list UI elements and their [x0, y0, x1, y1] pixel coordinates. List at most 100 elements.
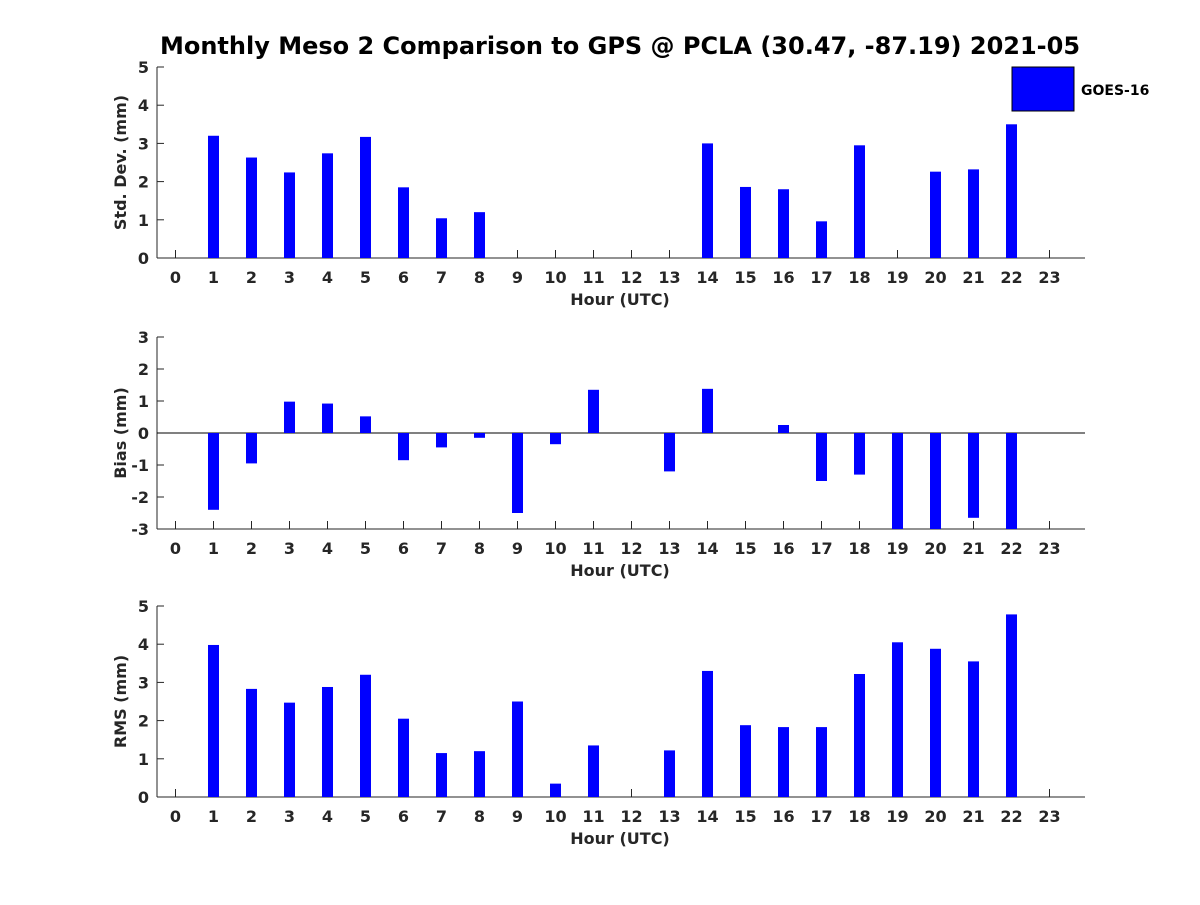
bar-hour-21	[968, 661, 979, 797]
x-tick-label: 10	[544, 539, 566, 558]
x-tick-label: 3	[284, 268, 295, 287]
x-tick-label: 21	[962, 539, 984, 558]
y-axis-label: Std. Dev. (mm)	[111, 95, 130, 230]
y-tick-label: 2	[138, 360, 149, 379]
bar-hour-17	[816, 727, 827, 797]
y-tick-label: 4	[138, 635, 149, 654]
bar-hour-2	[246, 433, 257, 464]
x-tick-label: 6	[398, 539, 409, 558]
x-tick-label: 19	[886, 268, 908, 287]
bar-hour-16	[778, 189, 789, 258]
x-tick-label: 6	[398, 268, 409, 287]
bar-hour-8	[474, 433, 485, 438]
y-tick-label: 5	[138, 58, 149, 77]
x-tick-label: 15	[734, 539, 756, 558]
bar-hour-20	[930, 433, 941, 529]
y-tick-label: 1	[138, 392, 149, 411]
x-tick-label: 18	[848, 539, 870, 558]
x-tick-label: 8	[474, 807, 485, 826]
bar-hour-7	[436, 433, 447, 448]
x-tick-label: 11	[582, 539, 604, 558]
bar-hour-1	[208, 135, 219, 258]
x-tick-label: 5	[360, 807, 371, 826]
bar-hour-19	[892, 433, 903, 529]
bar-hour-2	[246, 688, 257, 797]
bar-hour-16	[778, 727, 789, 797]
x-tick-label: 2	[246, 539, 257, 558]
bar-hour-3	[284, 401, 295, 433]
x-tick-label: 22	[1000, 268, 1022, 287]
x-axis-label: Hour (UTC)	[570, 561, 670, 580]
x-tick-label: 17	[810, 807, 832, 826]
x-tick-label: 13	[658, 268, 680, 287]
bar-hour-10	[550, 783, 561, 797]
x-tick-label: 7	[436, 807, 447, 826]
x-tick-label: 14	[696, 268, 718, 287]
bar-hour-20	[930, 648, 941, 797]
bar-hour-10	[550, 433, 561, 445]
x-tick-label: 4	[322, 807, 333, 826]
y-tick-label: 0	[138, 788, 149, 807]
x-tick-label: 2	[246, 807, 257, 826]
x-tick-label: 14	[696, 539, 718, 558]
bar-hour-1	[208, 644, 219, 797]
bar-hour-22	[1006, 124, 1017, 258]
x-tick-label: 11	[582, 268, 604, 287]
x-tick-label: 0	[170, 807, 181, 826]
y-tick-label: 1	[138, 750, 149, 769]
x-tick-label: 15	[734, 268, 756, 287]
x-tick-label: 13	[658, 807, 680, 826]
x-tick-label: 3	[284, 539, 295, 558]
bar-hour-1	[208, 433, 219, 510]
x-tick-label: 6	[398, 807, 409, 826]
x-tick-label: 20	[924, 807, 946, 826]
legend-label-goes-16: GOES-16	[1081, 83, 1149, 99]
x-tick-label: 21	[962, 268, 984, 287]
y-tick-label: 0	[138, 424, 149, 443]
y-axis-label: Bias (mm)	[111, 387, 130, 479]
x-tick-label: 8	[474, 539, 485, 558]
x-tick-label: 1	[208, 268, 219, 287]
y-tick-label: 2	[138, 173, 149, 192]
y-axis-label: RMS (mm)	[111, 655, 130, 748]
legend: GOES-16	[1011, 66, 1149, 112]
bar-hour-5	[360, 416, 371, 433]
y-tick-label: -2	[131, 488, 149, 507]
x-tick-label: 17	[810, 268, 832, 287]
bar-hour-15	[740, 725, 751, 797]
bar-hour-14	[702, 388, 713, 433]
bar-hour-5	[360, 136, 371, 258]
legend-swatch-goes-16	[1011, 66, 1075, 112]
bar-hour-7	[436, 753, 447, 797]
y-tick-label: 0	[138, 249, 149, 268]
x-tick-label: 1	[208, 807, 219, 826]
x-tick-label: 16	[772, 539, 794, 558]
y-tick-label: 4	[138, 96, 149, 115]
x-tick-label: 4	[322, 539, 333, 558]
x-tick-label: 23	[1038, 268, 1060, 287]
x-axis-label: Hour (UTC)	[570, 290, 670, 309]
bar-hour-6	[398, 718, 409, 797]
x-tick-label: 19	[886, 807, 908, 826]
x-tick-label: 12	[620, 807, 642, 826]
x-tick-label: 23	[1038, 807, 1060, 826]
x-tick-label: 10	[544, 807, 566, 826]
bar-hour-13	[664, 750, 675, 797]
bar-hour-18	[854, 673, 865, 797]
x-tick-label: 17	[810, 539, 832, 558]
y-tick-label: 3	[138, 134, 149, 153]
bar-hour-4	[322, 403, 333, 433]
x-tick-label: 0	[170, 539, 181, 558]
x-tick-label: 0	[170, 268, 181, 287]
x-tick-label: 12	[620, 539, 642, 558]
x-tick-label: 19	[886, 539, 908, 558]
y-tick-label: -3	[131, 520, 149, 539]
x-tick-label: 11	[582, 807, 604, 826]
bar-hour-3	[284, 702, 295, 797]
bar-hour-22	[1006, 433, 1017, 529]
x-tick-label: 15	[734, 807, 756, 826]
bar-hour-14	[702, 670, 713, 797]
